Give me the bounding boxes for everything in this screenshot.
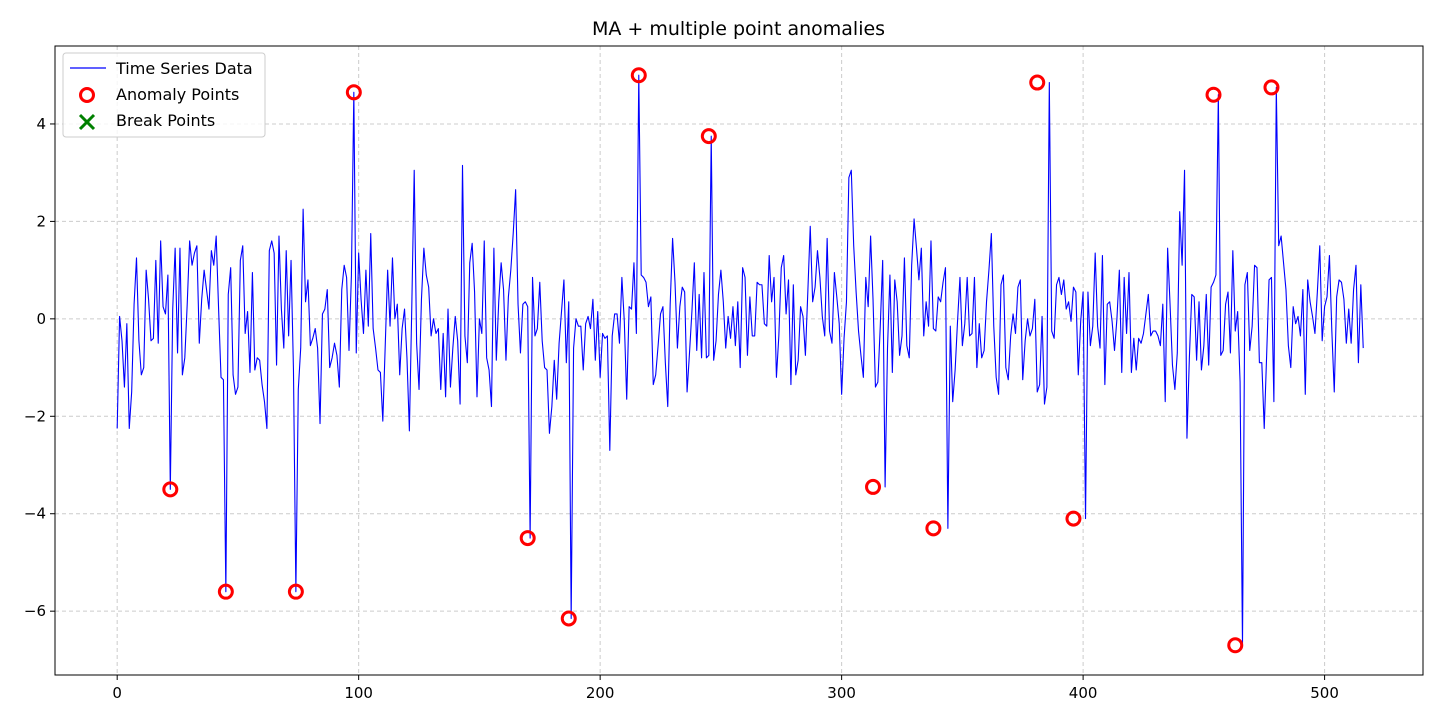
anomaly-point (287, 583, 304, 600)
legend-label-anomaly: Anomaly Points (116, 85, 239, 104)
anomaly-point (162, 481, 179, 498)
x-tick-label: 0 (112, 684, 122, 702)
legend-label-series: Time Series Data (115, 59, 253, 78)
axis-ticks: 0 100 200 300 400 500 −6 −4 −2 0 2 4 (24, 115, 1339, 702)
series-layer (116, 74, 1364, 646)
anomaly-point (1065, 510, 1082, 527)
anomaly-point (345, 84, 362, 101)
series-line (116, 74, 1364, 646)
chart-title: MA + multiple point anomalies (592, 18, 885, 40)
y-tick-label: 2 (36, 212, 46, 230)
anomaly-point (519, 530, 536, 547)
y-tick-label: −6 (24, 602, 46, 620)
legend-box (62, 52, 266, 138)
anomaly-point (1263, 79, 1280, 96)
x-tick-label: 100 (344, 684, 373, 702)
x-tick-label: 500 (1310, 684, 1339, 702)
anomaly-point (217, 583, 234, 600)
anomaly-point (865, 478, 882, 495)
x-tick-label: 300 (827, 684, 856, 702)
x-tick-label: 400 (1069, 684, 1098, 702)
anomaly-point (925, 520, 942, 537)
anomaly-point (700, 128, 717, 145)
x-tick-label: 200 (586, 684, 615, 702)
anomaly-point (1029, 74, 1046, 91)
legend: Time Series Data Anomaly Points Break Po… (62, 52, 266, 138)
anomaly-point (1205, 86, 1222, 103)
plot-area-frame (54, 45, 1424, 676)
anomaly-markers (162, 67, 1280, 654)
legend-label-break: Break Points (116, 111, 215, 130)
legend-break-swatch (78, 113, 96, 131)
anomaly-point (560, 610, 577, 627)
y-tick-label: 4 (36, 115, 46, 133)
legend-anomaly-swatch (79, 87, 95, 103)
anomaly-point (630, 67, 647, 84)
y-tick-label: −4 (24, 505, 46, 523)
anomaly-point (1227, 637, 1244, 654)
y-tick-label: −2 (24, 407, 46, 425)
grid-lines (55, 46, 1423, 675)
y-tick-label: 0 (36, 310, 46, 328)
